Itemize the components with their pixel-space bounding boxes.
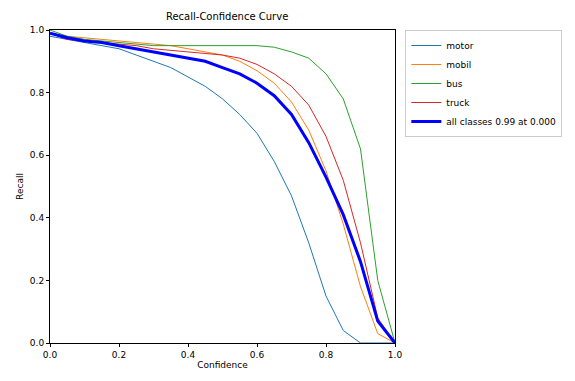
svg-text:0.4: 0.4 — [30, 213, 45, 223]
svg-text:Recall: Recall — [15, 173, 25, 200]
svg-text:0.6: 0.6 — [30, 150, 45, 160]
svg-text:0.2: 0.2 — [30, 276, 44, 286]
svg-text:0.6: 0.6 — [250, 350, 265, 360]
svg-text:truck: truck — [446, 98, 470, 108]
svg-text:0.4: 0.4 — [181, 350, 196, 360]
svg-text:bus: bus — [446, 79, 462, 89]
svg-text:0.2: 0.2 — [112, 350, 126, 360]
svg-text:0.0: 0.0 — [43, 350, 58, 360]
svg-text:0.0: 0.0 — [30, 338, 45, 348]
svg-text:motor: motor — [446, 41, 473, 51]
svg-text:all classes 0.99 at 0.000: all classes 0.99 at 0.000 — [446, 117, 556, 127]
svg-text:1.0: 1.0 — [30, 25, 45, 35]
svg-text:Confidence: Confidence — [197, 360, 248, 370]
svg-text:0.8: 0.8 — [30, 88, 45, 98]
svg-text:mobil: mobil — [446, 60, 471, 70]
svg-text:0.8: 0.8 — [319, 350, 334, 360]
svg-text:1.0: 1.0 — [388, 350, 403, 360]
svg-text:Recall-Confidence Curve: Recall-Confidence Curve — [166, 11, 288, 22]
